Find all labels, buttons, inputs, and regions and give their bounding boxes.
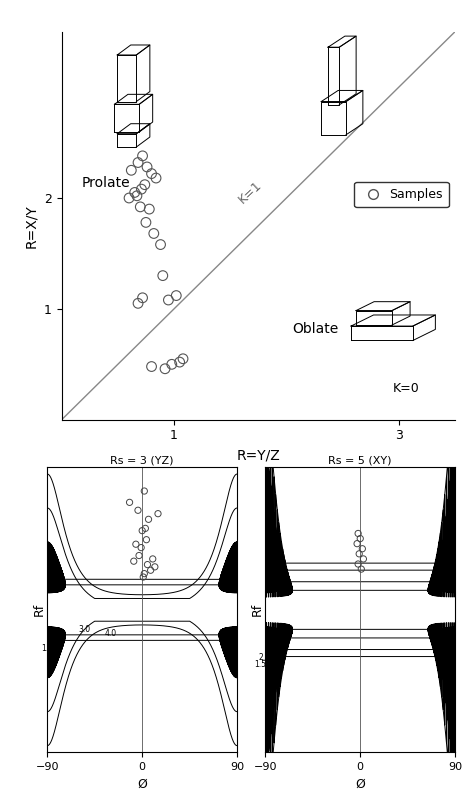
X-axis label: R=Y/Z: R=Y/Z — [237, 448, 280, 462]
Text: Oblate: Oblate — [292, 322, 338, 337]
Point — [130, 555, 137, 568]
Point — [151, 561, 159, 573]
Y-axis label: R=X/Y: R=X/Y — [25, 204, 38, 248]
Text: 2.0: 2.0 — [259, 653, 271, 661]
Point — [360, 553, 367, 565]
Text: 1.5: 1.5 — [255, 660, 266, 668]
X-axis label: Ø: Ø — [137, 778, 147, 790]
Text: 1.5: 1.5 — [41, 644, 53, 653]
Point — [139, 291, 146, 304]
Point — [150, 227, 157, 240]
Point — [357, 563, 365, 576]
X-axis label: Ø: Ø — [356, 778, 365, 790]
Point — [173, 289, 180, 302]
Point — [154, 508, 162, 520]
Text: 4.0: 4.0 — [276, 633, 288, 642]
Text: 3.0: 3.0 — [267, 641, 279, 650]
Text: Prolate: Prolate — [82, 176, 130, 190]
Point — [148, 360, 155, 373]
Point — [142, 216, 150, 229]
Point — [137, 200, 144, 213]
Point — [142, 522, 149, 535]
Title: Rs = 3 (YZ): Rs = 3 (YZ) — [110, 455, 174, 465]
Point — [138, 524, 146, 537]
Point — [179, 352, 187, 365]
Legend: Samples: Samples — [354, 182, 449, 208]
Point — [144, 558, 151, 571]
Point — [146, 203, 153, 215]
Point — [140, 485, 148, 497]
Point — [356, 532, 364, 545]
Point — [157, 238, 164, 251]
Point — [126, 496, 133, 508]
Text: 2.0: 2.0 — [49, 638, 61, 647]
Text: K=1: K=1 — [236, 179, 264, 207]
Point — [134, 504, 142, 516]
Point — [139, 571, 147, 584]
Point — [168, 358, 175, 371]
Text: 3.0: 3.0 — [78, 625, 91, 634]
Text: K=0: K=0 — [393, 382, 420, 395]
Point — [134, 297, 142, 310]
Point — [159, 269, 166, 282]
Point — [131, 186, 138, 199]
Title: Rs = 5 (XY): Rs = 5 (XY) — [328, 455, 392, 465]
Point — [145, 513, 152, 526]
Point — [125, 192, 133, 204]
Y-axis label: Rf: Rf — [251, 604, 264, 616]
Point — [135, 549, 143, 562]
Point — [356, 547, 363, 560]
Point — [140, 567, 148, 580]
Point — [137, 183, 145, 196]
Point — [152, 172, 160, 185]
Point — [358, 543, 366, 555]
Point — [148, 167, 155, 180]
Point — [355, 527, 362, 540]
Point — [139, 150, 146, 162]
Point — [132, 538, 140, 550]
Point — [133, 189, 141, 202]
Point — [137, 541, 145, 554]
Point — [141, 178, 148, 191]
Point — [176, 356, 183, 368]
Point — [355, 558, 362, 570]
Point — [353, 537, 361, 550]
Point — [161, 363, 169, 375]
Point — [134, 156, 142, 169]
Text: 4.0: 4.0 — [105, 629, 117, 638]
Y-axis label: Rf: Rf — [33, 604, 46, 616]
Point — [143, 161, 151, 173]
Point — [143, 533, 150, 546]
Point — [149, 553, 156, 565]
Point — [147, 564, 155, 577]
Point — [128, 164, 135, 177]
Point — [164, 294, 172, 307]
